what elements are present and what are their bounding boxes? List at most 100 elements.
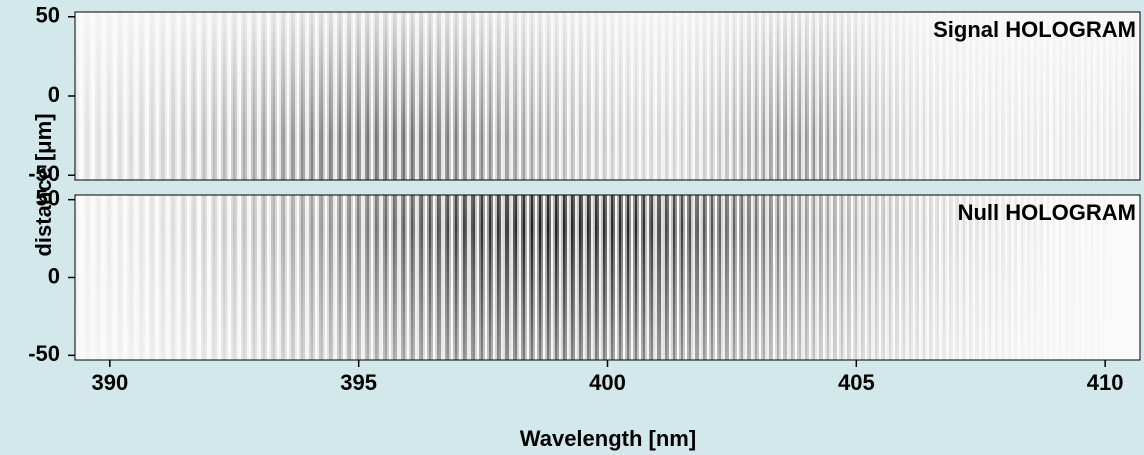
hologram-fringe [831, 195, 833, 360]
hologram-fringe [813, 195, 815, 360]
hologram-fringe [357, 12, 359, 180]
hologram-fringe [221, 12, 223, 180]
hologram-fringe [475, 195, 477, 360]
hologram-fringe [105, 12, 107, 180]
hologram-fringe [787, 195, 789, 360]
hologram-fringe [937, 195, 939, 360]
hologram-fringe [367, 195, 369, 360]
hologram-fringe [911, 12, 913, 180]
hologram-fringe [215, 12, 217, 180]
hologram-fringe [1115, 12, 1117, 180]
hologram-fringe [401, 195, 403, 360]
hologram-fringe [669, 195, 671, 360]
hologram-fringe [975, 195, 977, 360]
hologram-fringe [833, 12, 835, 180]
x-tick-label: 390 [91, 370, 128, 395]
hologram-fringe [835, 195, 837, 360]
hologram-fringe [989, 195, 991, 360]
hologram-fringe [347, 195, 349, 360]
hologram-fringe [889, 195, 891, 360]
hologram-fringe [271, 195, 273, 360]
hologram-fringe [769, 195, 771, 360]
hologram-fringe [283, 12, 285, 180]
hologram-fringe [703, 195, 705, 360]
hologram-fringe [193, 195, 195, 360]
hologram-fringe [591, 195, 593, 360]
hologram-fringe [133, 195, 135, 360]
hologram-fringe [381, 195, 383, 360]
hologram-fringe [311, 195, 313, 360]
hologram-fringe [541, 12, 543, 180]
hologram-fringe [129, 12, 131, 180]
hologram-fringe [849, 12, 851, 180]
hologram-fringe [817, 195, 819, 360]
hologram-fringe [1133, 12, 1135, 180]
hologram-fringe [131, 195, 133, 360]
hologram-fringe [603, 12, 605, 180]
hologram-fringe [659, 12, 661, 180]
hologram-fringe [827, 12, 829, 180]
hologram-fringe [545, 195, 547, 360]
hologram-fringe [1009, 12, 1011, 180]
hologram-fringe [109, 195, 111, 360]
hologram-fringe [859, 195, 861, 360]
hologram-fringe [539, 12, 541, 180]
hologram-fringe [983, 195, 985, 360]
hologram-fringe [581, 195, 583, 360]
hologram-fringe [539, 195, 541, 360]
hologram-fringe [101, 12, 103, 180]
hologram-fringe [227, 12, 229, 180]
hologram-fringe [687, 195, 689, 360]
hologram-fringe [627, 12, 629, 180]
hologram-fringe [785, 12, 787, 180]
hologram-fringe [417, 12, 419, 180]
hologram-fringe [831, 12, 833, 180]
hologram-fringe [395, 12, 397, 180]
hologram-fringe [547, 12, 549, 180]
hologram-fringe [821, 12, 823, 180]
hologram-fringe [681, 195, 683, 360]
hologram-fringe [561, 195, 563, 360]
hologram-fringe [169, 195, 171, 360]
hologram-fringe [391, 195, 393, 360]
hologram-fringe [647, 195, 649, 360]
hologram-fringe [479, 195, 481, 360]
hologram-fringe [179, 12, 181, 180]
hologram-fringe [673, 12, 675, 180]
hologram-fringe [829, 195, 831, 360]
hologram-fringe [791, 12, 793, 180]
hologram-fringe [765, 12, 767, 180]
hologram-fringe [641, 195, 643, 360]
hologram-fringe [751, 195, 753, 360]
hologram-fringe [259, 195, 261, 360]
hologram-fringe [331, 195, 333, 360]
hologram-fringe [367, 12, 369, 180]
hologram-fringe [289, 12, 291, 180]
hologram-fringe [221, 195, 223, 360]
hologram-fringe [497, 12, 499, 180]
hologram-fringe [711, 195, 713, 360]
hologram-fringe [263, 195, 265, 360]
hologram-fringe [905, 195, 907, 360]
hologram-fringe [259, 12, 261, 180]
hologram-fringe [807, 12, 809, 180]
hologram-fringe [143, 195, 145, 360]
hologram-fringe [225, 195, 227, 360]
hologram-fringe [397, 195, 399, 360]
hologram-fringe [275, 195, 277, 360]
hologram-fringe [755, 12, 757, 180]
hologram-fringe [957, 12, 959, 180]
hologram-fringe [273, 12, 275, 180]
hologram-fringe [907, 12, 909, 180]
hologram-fringe [905, 12, 907, 180]
y-axis-label: distance [μm] [31, 113, 56, 256]
hologram-fringe [731, 12, 733, 180]
hologram-fringe [409, 195, 411, 360]
hologram-fringe [473, 195, 475, 360]
hologram-fringe [705, 195, 707, 360]
hologram-fringe [403, 12, 405, 180]
hologram-fringe [509, 12, 511, 180]
hologram-fringe [891, 12, 893, 180]
hologram-fringe [481, 12, 483, 180]
hologram-fringe [875, 195, 877, 360]
